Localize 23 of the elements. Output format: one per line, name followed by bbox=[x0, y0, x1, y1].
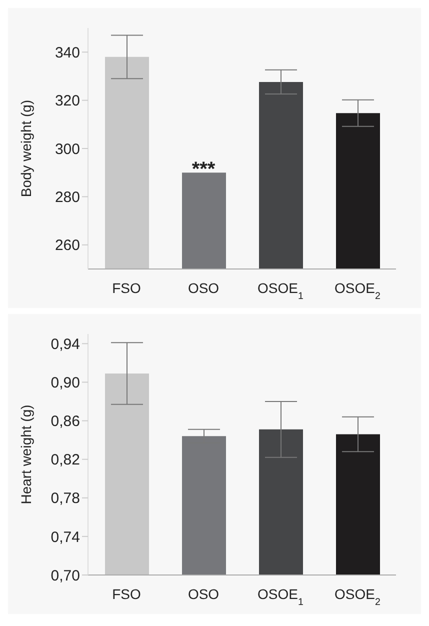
y-tick-label: 0,90 bbox=[50, 374, 80, 392]
x-tick-label: OSOE$_{1}$ bbox=[258, 280, 304, 302]
y-tick-label: 280 bbox=[54, 189, 80, 206]
y-tick-label: 0,82 bbox=[50, 452, 80, 469]
annotation: *** bbox=[192, 158, 216, 181]
x-tick-label: OSO bbox=[188, 280, 220, 296]
x-tick-label: OSOE$_{2}$ bbox=[334, 280, 380, 302]
x-tick-label: OSOE$_{1}$ bbox=[258, 586, 304, 608]
x-tick-label: FSO bbox=[112, 280, 141, 296]
y-tick-label: 320 bbox=[54, 92, 80, 110]
y-tick-label: 300 bbox=[54, 140, 80, 158]
y-tick-label: 0,94 bbox=[50, 336, 80, 353]
x-tick-label: OSO bbox=[188, 586, 220, 602]
y-tick-label: 340 bbox=[54, 44, 80, 62]
y-tick-label: 0,70 bbox=[50, 567, 80, 584]
y-axis-title: Heart weight (g) bbox=[18, 404, 34, 504]
y-tick-label: 0,78 bbox=[50, 490, 80, 508]
y-axis-title: Body weight (g) bbox=[18, 100, 34, 198]
y-tick-label: 0,86 bbox=[50, 413, 80, 430]
y-tick-label: 260 bbox=[54, 237, 80, 254]
x-tick-label: FSO bbox=[112, 586, 141, 602]
x-tick-label: OSOE$_{2}$ bbox=[334, 586, 380, 608]
y-tick-label: 0,74 bbox=[50, 528, 80, 546]
